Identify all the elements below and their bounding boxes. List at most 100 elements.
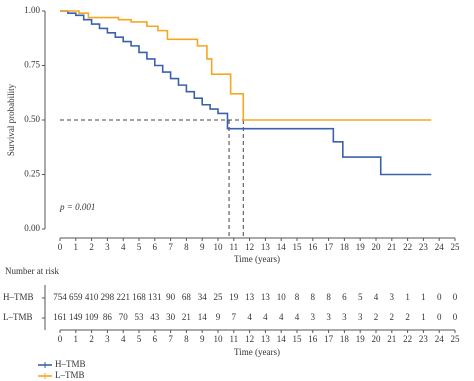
risk-count: 3 — [326, 312, 331, 322]
risk-count: 70 — [119, 312, 129, 322]
risk-count: 3 — [390, 292, 395, 302]
y-tick-label: 1.00 — [24, 5, 40, 15]
risk-count: 4 — [247, 312, 252, 322]
risk-x-tick-label: 7 — [168, 334, 173, 344]
risk-count: 298 — [101, 292, 115, 302]
risk-count: 43 — [150, 312, 160, 322]
risk-count: 68 — [182, 292, 192, 302]
y-axis-label: Survival probability — [6, 83, 16, 156]
risk-title: Number at risk — [5, 266, 59, 276]
risk-count: 9 — [216, 312, 221, 322]
risk-x-tick-label: 14 — [277, 334, 287, 344]
x-tick-label: 16 — [308, 242, 318, 252]
risk-count: 4 — [279, 312, 284, 322]
risk-count: 10 — [277, 292, 287, 302]
risk-count: 659 — [69, 292, 83, 302]
risk-count: 0 — [453, 312, 458, 322]
risk-x-tick-label: 23 — [419, 334, 429, 344]
risk-count: 90 — [166, 292, 176, 302]
risk-count: 1 — [421, 292, 426, 302]
survival-curve — [60, 10, 432, 176]
x-tick-label: 15 — [293, 242, 303, 252]
x-tick-label: 24 — [435, 242, 445, 252]
risk-count: 4 — [263, 312, 268, 322]
risk-x-label: Time (years) — [234, 347, 280, 357]
risk-count: 53 — [135, 312, 145, 322]
risk-count: 149 — [69, 312, 83, 322]
risk-x-tick-label: 6 — [153, 334, 158, 344]
risk-count: 6 — [342, 292, 347, 302]
x-tick-label: 22 — [403, 242, 412, 252]
risk-count: 13 — [245, 292, 255, 302]
risk-x-tick-label: 10 — [214, 334, 224, 344]
legend-censor — [42, 373, 48, 379]
risk-count: 109 — [85, 312, 99, 322]
x-tick-label: 17 — [324, 242, 334, 252]
risk-count: 3 — [358, 312, 363, 322]
risk-count: 4 — [374, 292, 379, 302]
risk-x-tick-label: 15 — [293, 334, 303, 344]
risk-count: 168 — [132, 292, 146, 302]
risk-x-tick-label: 20 — [372, 334, 382, 344]
risk-x-tick-label: 25 — [451, 334, 461, 344]
x-tick-label: 20 — [372, 242, 382, 252]
risk-count: 8 — [295, 292, 300, 302]
risk-count: 3 — [311, 312, 316, 322]
y-tick-label: 0.75 — [24, 60, 40, 70]
risk-row-label: H–TMB — [3, 292, 34, 302]
risk-count: 8 — [326, 292, 331, 302]
x-tick-label: 23 — [419, 242, 429, 252]
x-tick-label: 10 — [214, 242, 224, 252]
risk-x-tick-label: 17 — [324, 334, 334, 344]
y-tick-label: 0.25 — [24, 169, 40, 179]
x-tick-label: 18 — [340, 242, 350, 252]
risk-count: 21 — [182, 312, 191, 322]
x-tick-label: 13 — [261, 242, 271, 252]
risk-count: 161 — [53, 312, 67, 322]
legend-label: L–TMB — [55, 370, 85, 380]
risk-count: 131 — [148, 292, 162, 302]
risk-count: 86 — [103, 312, 113, 322]
risk-count: 14 — [198, 312, 208, 322]
risk-x-tick-label: 12 — [245, 334, 254, 344]
risk-count: 2 — [374, 312, 379, 322]
risk-count: 19 — [229, 292, 239, 302]
risk-count: 8 — [311, 292, 316, 302]
risk-count: 13 — [261, 292, 271, 302]
risk-count: 30 — [166, 312, 176, 322]
risk-x-tick-label: 18 — [340, 334, 350, 344]
x-tick-label: 11 — [229, 242, 238, 252]
survival-curve — [60, 10, 432, 121]
risk-count: 0 — [437, 312, 442, 322]
x-tick-label: 25 — [451, 242, 461, 252]
p-value: p = 0.001 — [59, 202, 95, 212]
x-tick-label: 2 — [89, 242, 94, 252]
legend-censor — [42, 362, 48, 368]
risk-x-tick-label: 24 — [435, 334, 445, 344]
risk-row-label: L–TMB — [3, 312, 33, 322]
x-tick-label: 3 — [105, 242, 110, 252]
x-tick-label: 21 — [387, 242, 396, 252]
risk-count: 1 — [405, 292, 410, 302]
risk-x-tick-label: 1 — [74, 334, 79, 344]
risk-count: 0 — [453, 292, 458, 302]
x-tick-label: 7 — [168, 242, 173, 252]
x-tick-label: 5 — [137, 242, 142, 252]
risk-count: 221 — [116, 292, 130, 302]
x-tick-label: 4 — [121, 242, 126, 252]
risk-x-tick-label: 11 — [229, 334, 238, 344]
risk-count: 7 — [232, 312, 237, 322]
risk-count: 1 — [421, 312, 426, 322]
x-tick-label: 14 — [277, 242, 287, 252]
risk-x-tick-label: 8 — [184, 334, 189, 344]
risk-x-tick-label: 3 — [105, 334, 110, 344]
risk-x-tick-label: 22 — [403, 334, 412, 344]
x-tick-label: 0 — [58, 242, 63, 252]
risk-count: 4 — [295, 312, 300, 322]
risk-x-tick-label: 2 — [89, 334, 94, 344]
x-tick-label: 9 — [200, 242, 205, 252]
x-axis-label: Time (years) — [234, 254, 280, 264]
x-tick-label: 6 — [153, 242, 158, 252]
risk-count: 2 — [405, 312, 410, 322]
